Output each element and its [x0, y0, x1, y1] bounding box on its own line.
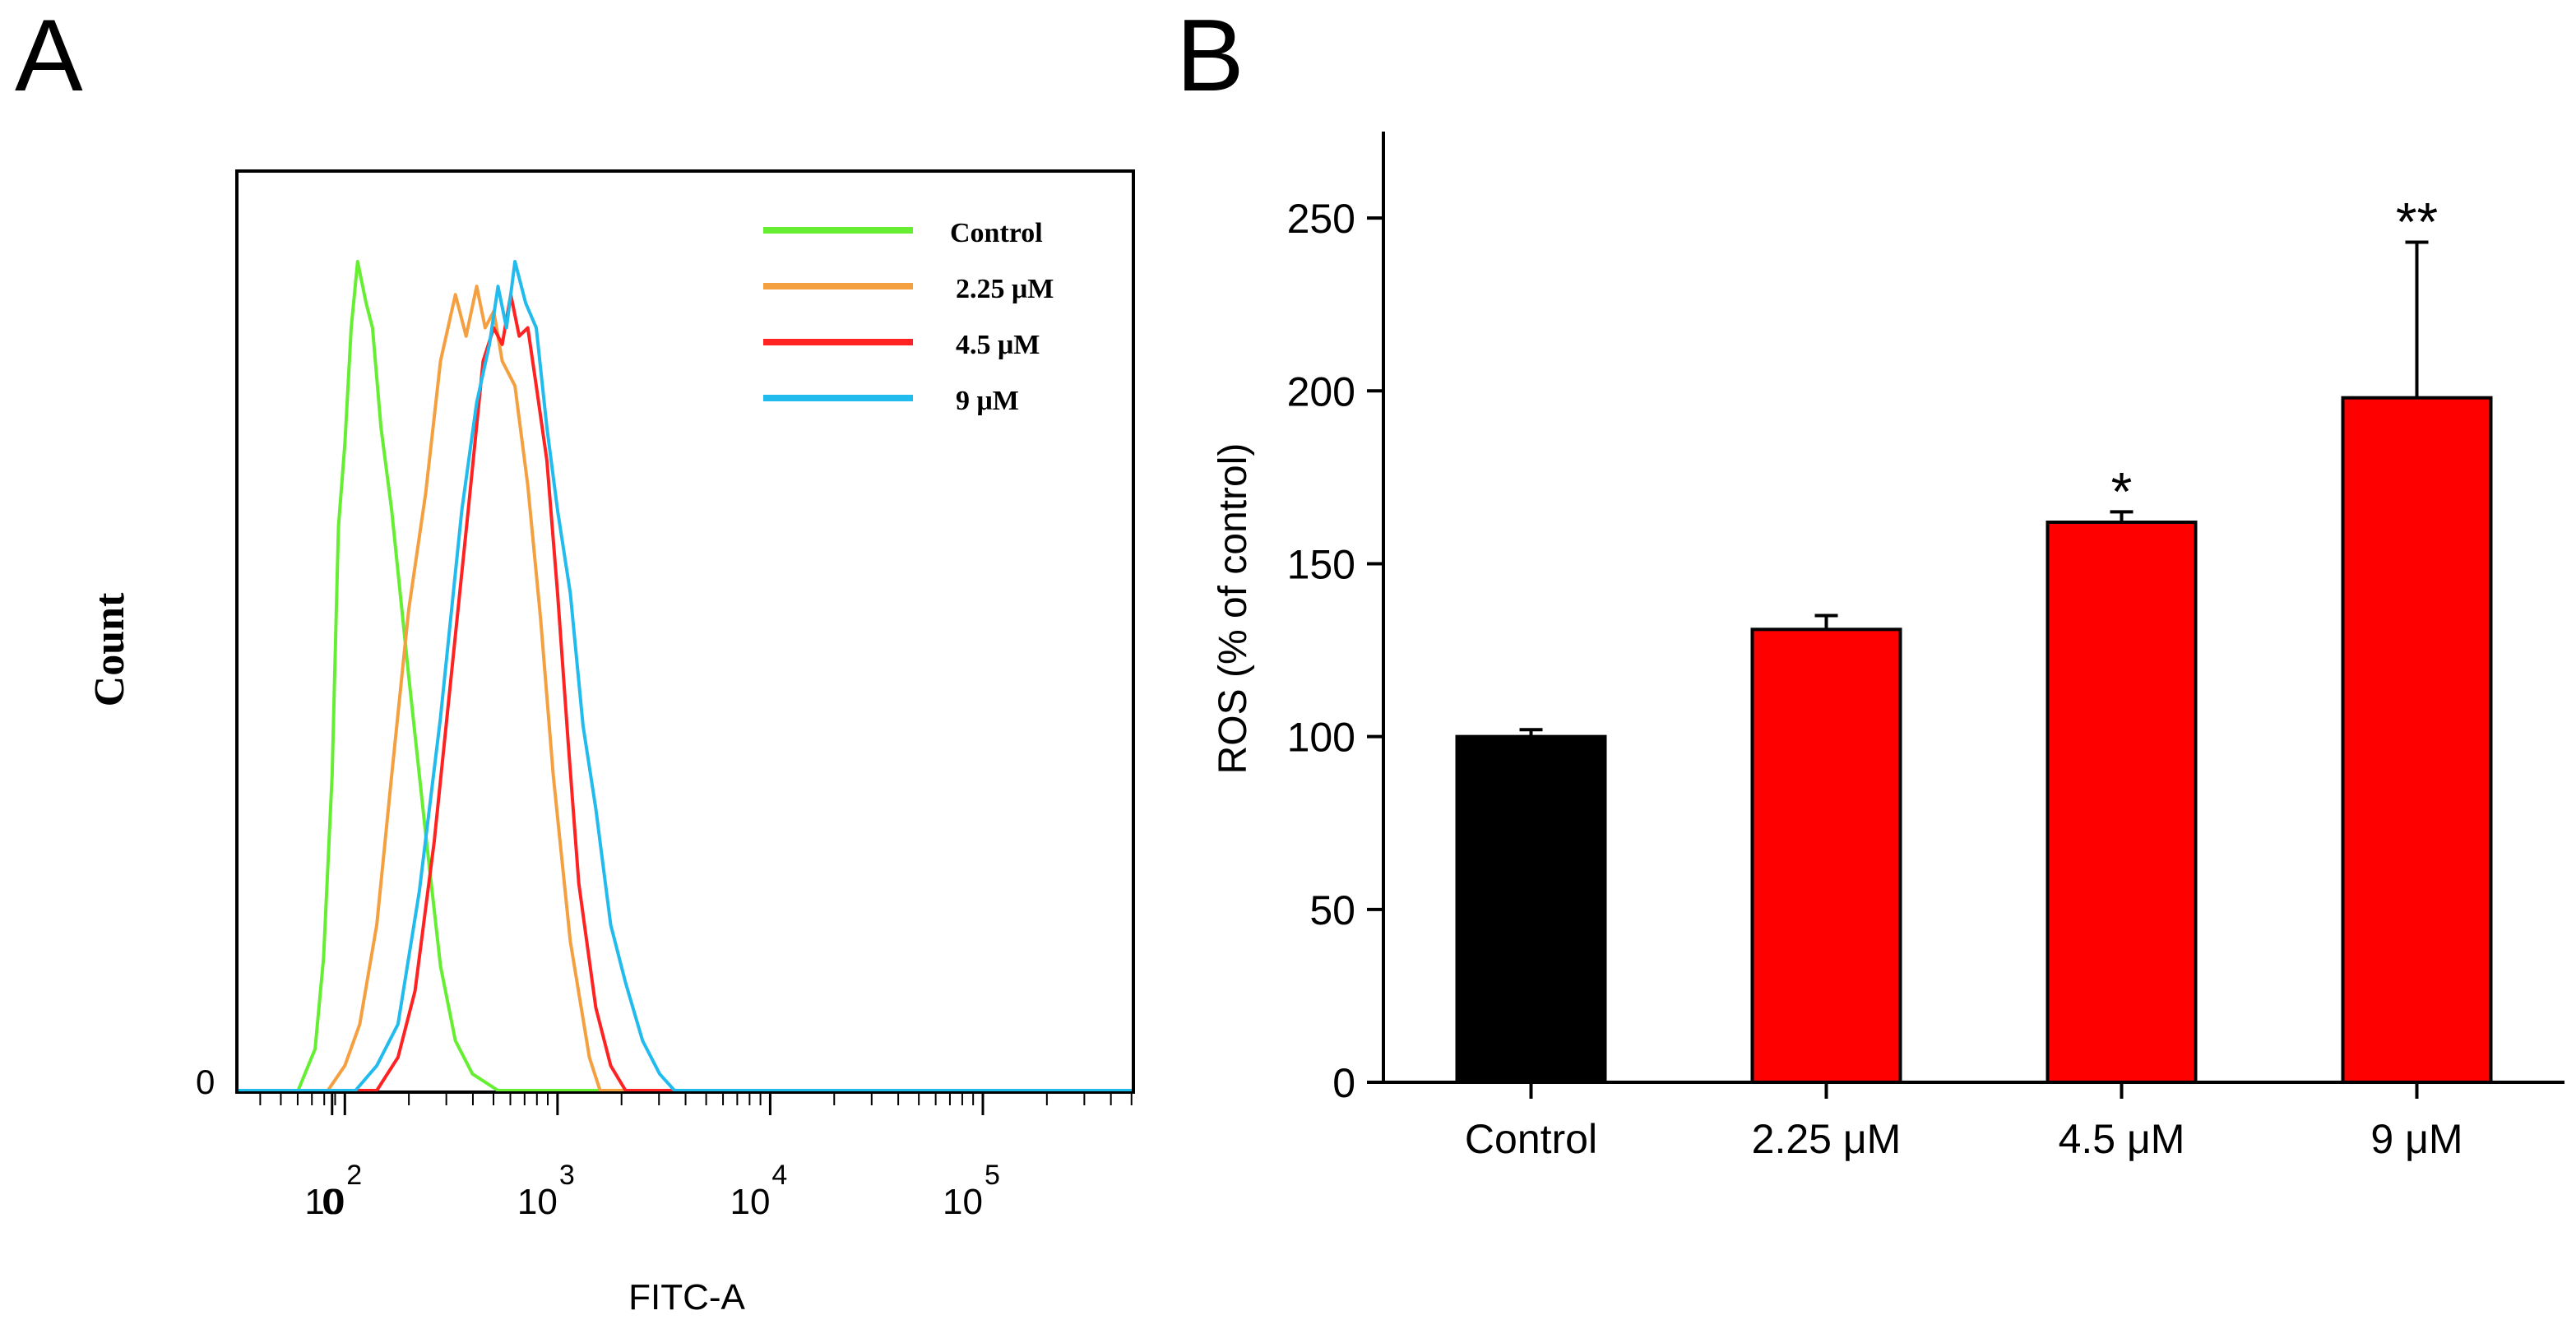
histogram-y-tick-zero: 0 [196, 1063, 215, 1101]
histogram-series [239, 260, 1132, 1092]
legend-label-2: 4.5 μM [956, 330, 1040, 360]
bar-y-tick-label: 0 [1332, 1060, 1355, 1106]
bar-1 [1750, 627, 1902, 1084]
bar-x-labels: Control 2.25 μM 4.5 μM 9 μM [1465, 1082, 2463, 1162]
bar-x-tick-label: 4.5 μM [2059, 1116, 2185, 1162]
significance-marker-3: ** [2396, 192, 2438, 252]
histogram-x-tick-exponent: 5 [985, 1160, 1000, 1191]
bar-2 [2046, 521, 2198, 1084]
histogram-x-tick-label: 10 [943, 1182, 983, 1222]
panel-label-b: B [1176, 0, 1244, 113]
significance-marker-2: * [2111, 461, 2133, 521]
bar-y-axis-label: ROS (% of control) [1212, 443, 1255, 775]
histogram-x-axis-label: FITC-A [628, 1277, 745, 1317]
histogram-x-ticks [239, 1091, 1133, 1115]
histogram-x-tick-label: 10 [517, 1182, 558, 1222]
histogram-line-1 [239, 285, 1132, 1092]
histogram-x-tick-label: 0 [322, 1182, 342, 1222]
legend: Control 2.25 μM 4.5 μM 9 μM [763, 218, 1054, 416]
legend-label-3: 9 μM [956, 386, 1019, 416]
bar-y-tick-label: 150 [1287, 541, 1355, 587]
panel-label-a: A [15, 0, 83, 113]
histogram-line-3 [239, 260, 1132, 1092]
histogram-line-0 [239, 260, 1132, 1092]
bar-y-tick-label: 200 [1287, 368, 1355, 414]
histogram-x-tick-exponent: 4 [771, 1160, 787, 1191]
histogram-line-2 [239, 293, 1132, 1092]
histogram-y-axis-label: Count [86, 592, 133, 706]
bar-0 [1455, 734, 1607, 1084]
bar-x-tick-label: Control [1465, 1116, 1597, 1162]
histogram-x-tick-label: 10 [304, 1182, 345, 1222]
bar-y-ticks: 0 50 100 150 200 250 [1287, 196, 1383, 1106]
bar-x-tick-label: 9 μM [2370, 1116, 2462, 1162]
legend-label-0: Control [950, 218, 1043, 248]
legend-label-1: 2.25 μM [956, 274, 1054, 304]
histogram-x-tick-label: 10 [730, 1182, 770, 1222]
bar-x-tick-label: 2.25 μM [1752, 1116, 1902, 1162]
histogram-x-tick-exponent: 3 [559, 1160, 575, 1191]
bar-y-tick-label: 250 [1287, 196, 1355, 242]
bar-bars: *** [1455, 192, 2493, 1084]
bar-y-tick-label: 100 [1287, 715, 1355, 761]
bar-y-tick-label: 50 [1309, 887, 1355, 933]
histogram-x-tick-exponent: 2 [346, 1160, 362, 1191]
bar-3 [2341, 396, 2493, 1084]
